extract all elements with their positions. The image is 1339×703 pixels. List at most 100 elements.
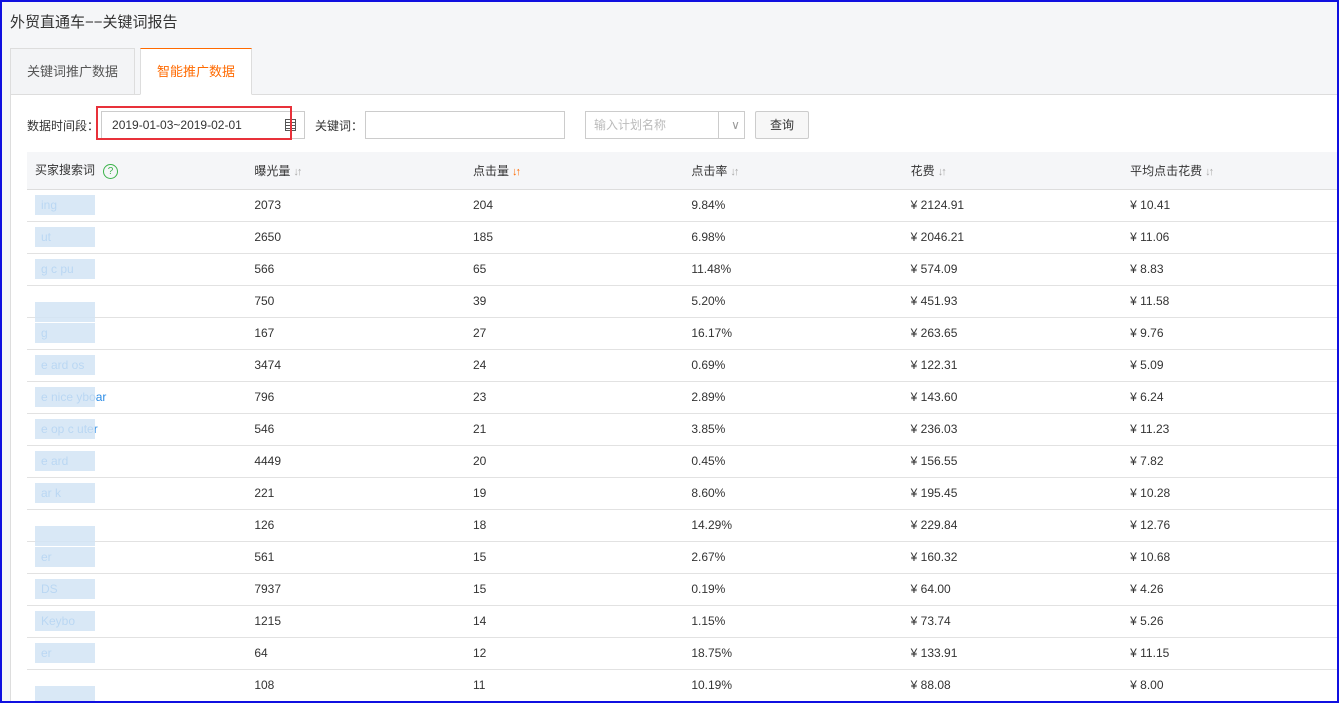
cell-value: 0.19% <box>691 582 726 596</box>
table-row: g c pu 566 65 11.48% ¥ 574.09 ¥ 8.83 <box>27 253 1337 286</box>
cell-value: ¥ 451.93 <box>910 294 958 308</box>
keyword-link[interactable]: ut <box>35 227 96 247</box>
date-label: 数据时间段： <box>27 118 100 133</box>
query-button[interactable]: 查询 <box>755 111 810 139</box>
table-cell: ¥ 10.28 <box>1122 477 1337 510</box>
table-cell: ¥ 574.09 <box>902 253 1123 286</box>
table-cell: 15 <box>464 541 684 574</box>
keyword-link[interactable]: g c pu <box>35 259 95 279</box>
table-cell: ¥ 229.84 <box>902 509 1123 542</box>
table-cell: e ard os <box>27 349 247 382</box>
keyword-link[interactable]: ing <box>35 195 96 215</box>
table-cell: 561 <box>246 541 465 574</box>
table-cell: 7937 <box>246 573 465 606</box>
plan-name-select[interactable]: 输入计划名称 ∨ <box>585 111 746 139</box>
column-header[interactable]: 点击率 ↓↑ <box>683 152 903 190</box>
cell-value: ¥ 11.58 <box>1130 294 1170 308</box>
table-cell: ¥ 88.08 <box>902 669 1123 701</box>
cell-value: ¥ 8.00 <box>1130 678 1164 692</box>
table-cell: ing <box>27 189 247 222</box>
table-cell: 23 <box>464 381 684 414</box>
keyword-link[interactable]: ar k <box>35 483 96 503</box>
cell-value: ¥ 11.06 <box>1130 230 1170 244</box>
keyword-link[interactable]: e ard os <box>35 355 96 375</box>
tab-bar: 关键词推广数据 智能推广数据 <box>10 48 257 95</box>
table-cell: 185 <box>464 221 684 254</box>
table-cell: g c pu <box>27 253 247 286</box>
cell-value: 185 <box>472 230 494 244</box>
keyword-link[interactable]: er <box>35 643 94 663</box>
table-cell: ¥ 11.23 <box>1122 413 1337 446</box>
column-header[interactable]: 点击量 ↓↑ <box>464 152 684 190</box>
cell-value: 11.48% <box>691 262 732 276</box>
keyword-link[interactable]: er <box>35 547 94 567</box>
table-cell: ¥ 122.31 <box>902 349 1123 382</box>
table-row: ar k 221 19 8.60% ¥ 195.45 ¥ 10.28 <box>27 477 1337 510</box>
column-header[interactable]: 平均点击花费 ↓↑ <box>1122 152 1337 190</box>
cell-value: 6.98% <box>691 230 726 244</box>
table-cell: 20 <box>464 445 684 478</box>
cell-value: ¥ 574.09 <box>910 262 958 276</box>
table-cell: ut <box>27 221 247 254</box>
calendar-icon[interactable] <box>285 119 297 131</box>
cell-value: ¥ 8.83 <box>1130 262 1164 276</box>
cell-value: 65 <box>472 262 487 276</box>
table-cell: g <box>27 317 247 350</box>
table-cell: ¥ 195.45 <box>902 477 1123 510</box>
keyword-link[interactable]: g <box>35 323 94 343</box>
table-cell: 0.45% <box>683 445 903 478</box>
cell-value: 2073 <box>254 198 282 212</box>
table-cell: 19 <box>464 477 684 510</box>
sort-icon[interactable]: ↓↑ <box>1205 165 1214 178</box>
sort-icon[interactable]: ↓↑ <box>512 165 521 178</box>
cell-value: ¥ 11.23 <box>1130 422 1170 436</box>
date-range-picker[interactable]: 2019-01-03~2019-02-01 <box>96 106 306 140</box>
table-cell: 546 <box>246 413 465 446</box>
page-title: 外贸直通车−−关键词报告 <box>10 14 178 31</box>
table-cell: 108 <box>246 669 465 701</box>
keyword-link[interactable]: Keybo <box>35 611 96 631</box>
table-row: 750 39 5.20% ¥ 451.93 ¥ 11.58 <box>27 285 1337 322</box>
cell-value: ¥ 7.82 <box>1130 454 1164 468</box>
column-header-label: 点击量 <box>472 163 509 178</box>
table-cell: 750 <box>246 285 465 318</box>
table-cell: 204 <box>464 189 684 222</box>
cell-value: 18.75% <box>691 646 733 660</box>
table-cell: ¥ 451.93 <box>902 285 1123 318</box>
cell-value: ¥ 263.65 <box>910 326 958 340</box>
tab-keyword-promotion[interactable]: 关键词推广数据 <box>10 48 136 95</box>
sort-icon[interactable]: ↓↑ <box>293 165 302 178</box>
cell-value: 15 <box>472 582 487 596</box>
cell-value: ¥ 195.45 <box>910 486 958 500</box>
filter-bar: 数据时间段： 2019-01-03~2019-02-01 关键词： 输入计划名称… <box>27 106 810 140</box>
cell-value: ¥ 229.84 <box>910 518 958 532</box>
cell-value: 14 <box>472 614 487 628</box>
sort-icon[interactable]: ↓↑ <box>937 165 947 178</box>
table-cell: 0.69% <box>683 349 903 382</box>
table-cell: ¥ 7.82 <box>1122 445 1337 478</box>
sort-icon[interactable]: ↓↑ <box>730 165 739 178</box>
keyword-link[interactable]: e op c uter <box>35 419 98 439</box>
keyword-link[interactable]: e nice yboar <box>35 387 106 407</box>
cell-value: 546 <box>254 422 275 436</box>
chevron-down-icon[interactable]: ∨ <box>718 112 744 138</box>
column-header[interactable]: 花费 ↓↑ <box>902 152 1123 190</box>
table-cell: 14 <box>464 605 684 638</box>
table-cell: 566 <box>246 253 465 286</box>
table-cell: 167 <box>246 317 465 350</box>
keyword-link[interactable]: DS <box>35 579 95 599</box>
tab-smart-promotion[interactable]: 智能推广数据 <box>140 48 253 95</box>
table-cell: 11.48% <box>683 253 903 286</box>
keyword-link[interactable]: e ard <box>35 451 96 471</box>
help-icon[interactable]: ? <box>103 164 119 180</box>
cell-value: 0.45% <box>691 454 726 468</box>
column-header[interactable]: 曝光量 ↓↑ <box>246 152 465 190</box>
cell-value: ¥ 11.15 <box>1130 646 1170 660</box>
cell-value: 1.15% <box>691 614 726 628</box>
table-cell: 21 <box>464 413 684 446</box>
keyword-input[interactable] <box>365 111 566 139</box>
cell-value: ¥ 5.09 <box>1130 358 1164 372</box>
table-cell: ¥ 263.65 <box>902 317 1123 350</box>
cell-value: 566 <box>254 262 275 276</box>
